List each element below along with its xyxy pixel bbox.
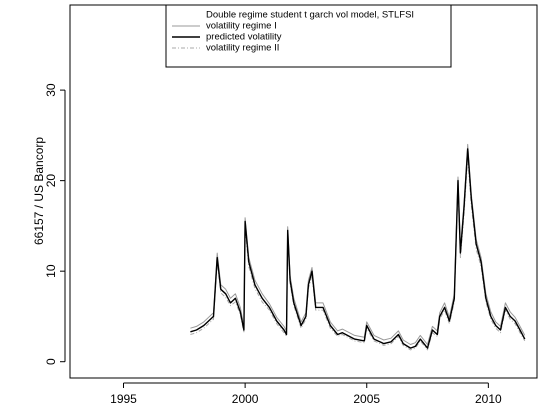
y-axis-label: 66157 / US Bancorp — [32, 137, 46, 245]
series-line — [190, 148, 526, 349]
y-tick-label: 20 — [44, 174, 58, 188]
x-tick-label: 2000 — [232, 392, 259, 406]
legend-label: predicted volatility — [206, 32, 282, 43]
legend: Double regime student t garch vol model,… — [165, 4, 452, 68]
series-line — [190, 156, 526, 351]
y-tick-label: 0 — [44, 358, 58, 365]
x-tick-label: 1995 — [110, 392, 137, 406]
legend-title: Double regime student t garch vol model,… — [206, 10, 414, 21]
x-tick-label: 2005 — [353, 392, 380, 406]
y-tick-label: 30 — [44, 83, 58, 97]
legend-label: volatility regime I — [206, 21, 277, 32]
x-tick-label: 2010 — [475, 392, 502, 406]
legend-box — [165, 4, 452, 68]
y-tick-label: 10 — [44, 264, 58, 278]
legend-label: volatility regime II — [206, 43, 279, 54]
